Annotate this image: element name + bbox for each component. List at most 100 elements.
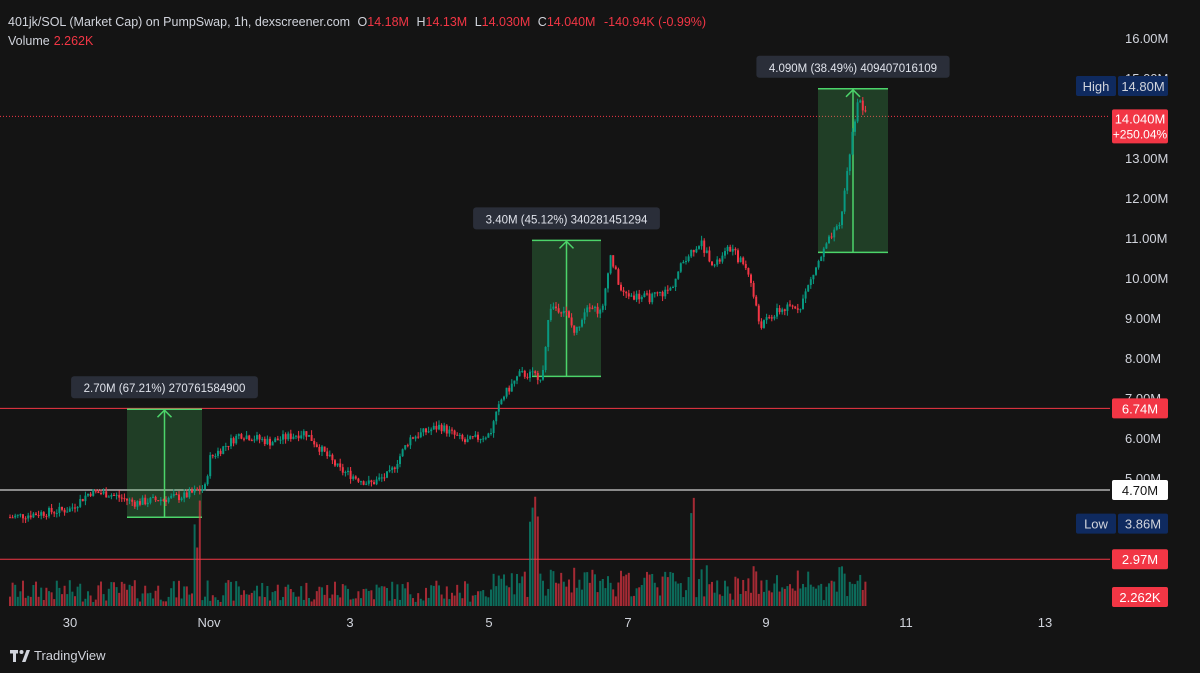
candle-body [752,282,755,297]
candle-body [612,255,615,267]
volume-bar [791,588,794,606]
volume-bar [815,588,817,606]
volume-bar [417,593,420,606]
volume-bar [497,575,500,606]
candle-body [679,263,682,272]
candle-body [261,438,264,440]
candle-body [609,255,612,274]
candle-body [627,293,630,297]
volume-bar [581,589,583,606]
candle-body [292,436,295,439]
candle-body [120,497,123,499]
low-badge-label: Low [1084,517,1108,532]
candle-body [440,424,443,432]
volume-bar [552,571,555,606]
candle-body [417,436,420,438]
candle-body [118,494,121,498]
volume-bar [89,595,92,606]
volume-bar [383,586,386,606]
candle-body [201,489,204,491]
candle-body [484,437,487,439]
volume-bar [544,595,547,606]
volume-bar [854,584,856,606]
candle-body [438,424,440,430]
candle-body [778,308,781,313]
candle-body [146,502,149,505]
volume-bar [11,582,14,606]
candle-body [807,285,810,292]
volume-bar [45,587,48,606]
volume-bar [55,580,58,606]
volume-bar [165,601,167,606]
candle-body [94,489,97,492]
volume-bar [445,586,448,606]
tradingview-brand[interactable]: TradingView [10,648,106,663]
candle-body [859,100,862,103]
candle-body [768,317,771,319]
candle-body [401,449,404,457]
volume-bar [505,585,508,606]
candle-body [14,515,17,518]
volume-bar [27,595,30,606]
close-value: 14.040M [546,15,596,29]
volume-bar [167,596,170,606]
candle-body [198,489,201,491]
candle-body [435,425,438,430]
volume-bar [370,590,373,606]
last-price-change: +250.04% [1113,127,1168,141]
candle-body [352,476,355,479]
volume-bar [809,584,812,606]
candle-body [362,481,365,485]
candle-body [848,154,851,172]
volume-tag [1112,587,1168,607]
volume-bar [118,592,121,606]
volume-bar [183,586,186,606]
candle-body [110,495,113,497]
candle-body [617,269,620,285]
candle-body [835,226,838,230]
candle-body [380,477,383,479]
candle-body [822,248,825,257]
candle-body [765,317,768,321]
volume-bar [752,566,755,606]
volume-bar [487,597,490,606]
volume-bar [289,589,292,606]
candle-body [178,494,180,501]
candle-body [581,319,583,327]
volume-bar [352,598,355,606]
candle-body [843,190,846,212]
volume-bar [477,591,479,606]
candle-body [66,511,69,513]
candle-body [58,506,61,513]
candle-body [539,379,542,381]
volume-bar [399,599,401,606]
volume-bar [232,600,235,606]
volume-bar [24,597,27,606]
candle-body [464,439,466,443]
candle-body [565,310,568,312]
volume-bar [76,586,79,606]
candle-body [828,236,830,244]
volume-bar [206,580,209,606]
volume-bar [79,583,82,606]
volume-bar [583,572,586,606]
candle-body [331,454,334,461]
candle-body [747,268,750,275]
candle-body [370,480,373,483]
candle-body [266,438,269,445]
volume-bar [328,598,331,606]
volume-bar [833,581,836,606]
volume-bar [482,590,485,606]
candle-body [516,376,518,381]
candle-body [318,446,321,452]
candle-body [396,464,399,469]
candle-body [854,121,856,132]
volume-bar [651,573,654,606]
candle-body [76,506,79,509]
candle-body [542,369,544,380]
volume-bar [565,586,568,606]
volume-bar [843,573,846,606]
candle-body [786,304,789,311]
candle-body [443,425,446,432]
